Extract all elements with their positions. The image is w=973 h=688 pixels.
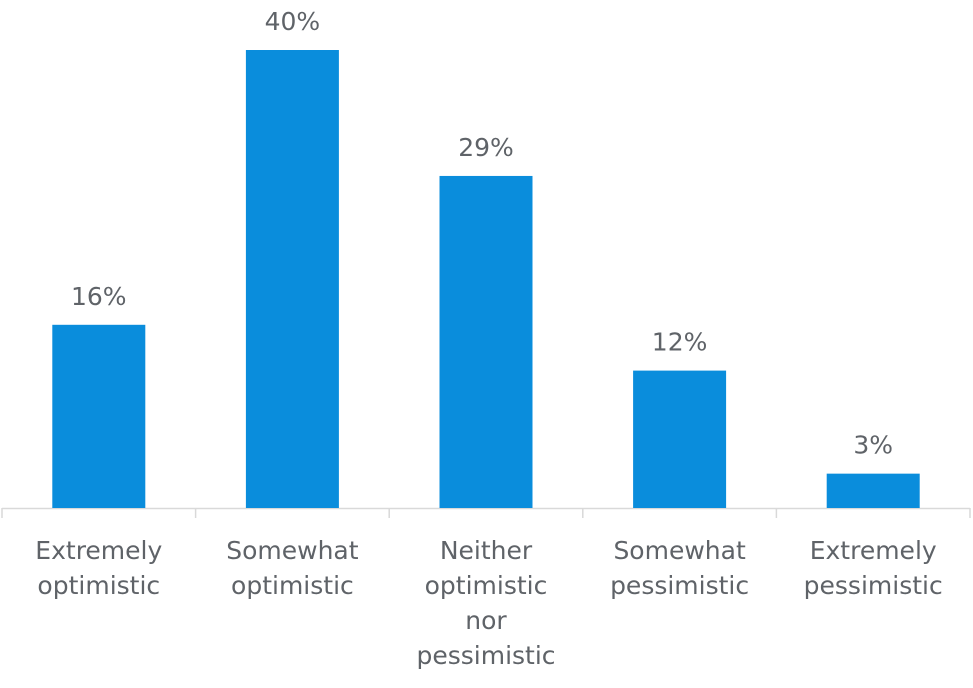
x-tick-label: Somewhat pessimistic — [610, 536, 749, 600]
bar — [826, 473, 920, 508]
data-label: 12% — [652, 328, 708, 357]
bar — [633, 370, 727, 508]
bar — [439, 175, 533, 508]
bar — [52, 324, 146, 508]
data-label: 40% — [265, 7, 321, 36]
data-label: 29% — [458, 133, 514, 162]
data-label: 3% — [853, 431, 893, 460]
x-tick-label: Extremely optimistic — [35, 536, 162, 600]
x-tick-label: Extremely pessimistic — [804, 536, 943, 600]
x-tick-label: Neither optimistic nor pessimistic — [416, 536, 555, 670]
data-label: 16% — [71, 282, 127, 311]
bar — [245, 50, 339, 508]
x-tick-label: Somewhat optimistic — [226, 536, 359, 600]
